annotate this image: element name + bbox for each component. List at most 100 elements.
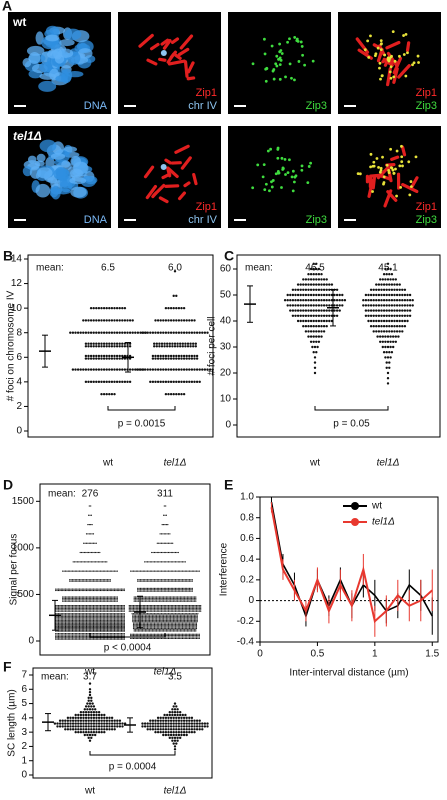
data-dot — [92, 614, 95, 616]
data-dot — [312, 278, 315, 281]
data-dot — [76, 618, 78, 620]
data-dot — [142, 621, 144, 623]
data-dot — [144, 618, 146, 620]
data-dot — [154, 600, 156, 602]
data-dot — [176, 623, 178, 625]
data-dot — [138, 587, 140, 589]
data-dot — [56, 638, 58, 640]
data-dot — [67, 622, 69, 624]
data-dot — [100, 380, 103, 384]
data-dot — [177, 636, 179, 638]
data-dot — [70, 600, 72, 602]
data-dot — [172, 607, 174, 610]
data-dot — [164, 730, 168, 734]
data-dot — [389, 278, 392, 281]
data-dot — [188, 722, 191, 725]
data-dot — [60, 623, 62, 625]
data-dot — [385, 309, 388, 312]
data-dot — [56, 637, 58, 639]
data-dot — [116, 597, 118, 599]
data-dot — [163, 600, 165, 602]
data-dot — [90, 561, 92, 563]
data-dot — [169, 733, 173, 737]
data-dot — [168, 736, 171, 740]
zip3-focus — [271, 69, 275, 73]
data-dot — [141, 587, 143, 589]
data-dot — [178, 599, 180, 601]
data-dot — [163, 621, 165, 623]
dna-blob — [50, 153, 66, 160]
data-dot — [152, 622, 154, 624]
data-dot — [154, 368, 157, 371]
data-dot — [79, 561, 81, 563]
data-dot — [141, 580, 143, 582]
data-dot — [182, 730, 186, 734]
data-dot — [120, 619, 123, 621]
data-dot — [104, 623, 106, 625]
data-dot — [177, 609, 179, 611]
data-dot — [313, 371, 317, 375]
data-dot — [146, 615, 148, 617]
data-dot — [186, 629, 188, 631]
data-dot — [123, 618, 125, 620]
data-dot — [143, 617, 145, 619]
data-dot — [121, 306, 124, 310]
data-dot — [166, 622, 168, 624]
data-dot — [406, 304, 409, 307]
data-dot — [83, 708, 87, 711]
data-dot — [286, 293, 289, 297]
data-dot — [80, 624, 82, 626]
data-dot — [87, 634, 89, 636]
data-dot — [156, 615, 158, 617]
data-dot — [97, 722, 101, 725]
data-dot — [177, 597, 179, 599]
data-dot — [64, 618, 67, 620]
data-dot — [89, 354, 93, 358]
data-dot — [69, 609, 71, 611]
data-dot — [63, 610, 65, 612]
data-dot — [141, 626, 143, 628]
data-dot — [66, 624, 68, 626]
data-dot — [180, 589, 182, 591]
data-dot — [182, 331, 186, 334]
data-dot — [304, 283, 308, 286]
data-dot — [144, 629, 146, 631]
data-dot — [120, 624, 123, 626]
data-dot — [315, 309, 318, 312]
data-dot — [135, 596, 137, 598]
data-dot — [174, 629, 176, 631]
data-dot — [167, 570, 170, 572]
data-dot — [175, 368, 178, 371]
data-dot — [108, 580, 110, 582]
data-dot — [372, 304, 375, 307]
data-dot — [335, 288, 339, 291]
data-dot — [174, 589, 177, 591]
data-dot — [296, 293, 300, 297]
data-dot — [325, 319, 328, 323]
data-dot — [179, 607, 181, 610]
data-dot — [64, 638, 67, 640]
data-dot — [386, 382, 390, 385]
data-dot — [169, 613, 171, 615]
zip1-rod — [160, 38, 170, 46]
data-dot — [163, 561, 165, 563]
data-dot — [384, 278, 387, 281]
data-dot — [188, 570, 191, 572]
data-dot — [94, 621, 96, 623]
data-dot — [97, 625, 99, 628]
data-dot — [302, 314, 305, 317]
panel-letter: F — [3, 659, 12, 675]
data-dot — [118, 628, 120, 630]
data-dot — [170, 570, 172, 572]
data-dot — [80, 600, 82, 602]
data-dot — [78, 635, 81, 637]
data-dot — [142, 625, 144, 627]
data-dot — [175, 294, 178, 298]
data-dot — [177, 615, 179, 617]
data-dot — [115, 380, 119, 384]
data-dot — [105, 357, 108, 360]
data-dot — [102, 306, 106, 310]
data-dot — [67, 627, 69, 629]
data-dot — [389, 340, 392, 343]
y-tick-label: 500 — [17, 589, 34, 600]
